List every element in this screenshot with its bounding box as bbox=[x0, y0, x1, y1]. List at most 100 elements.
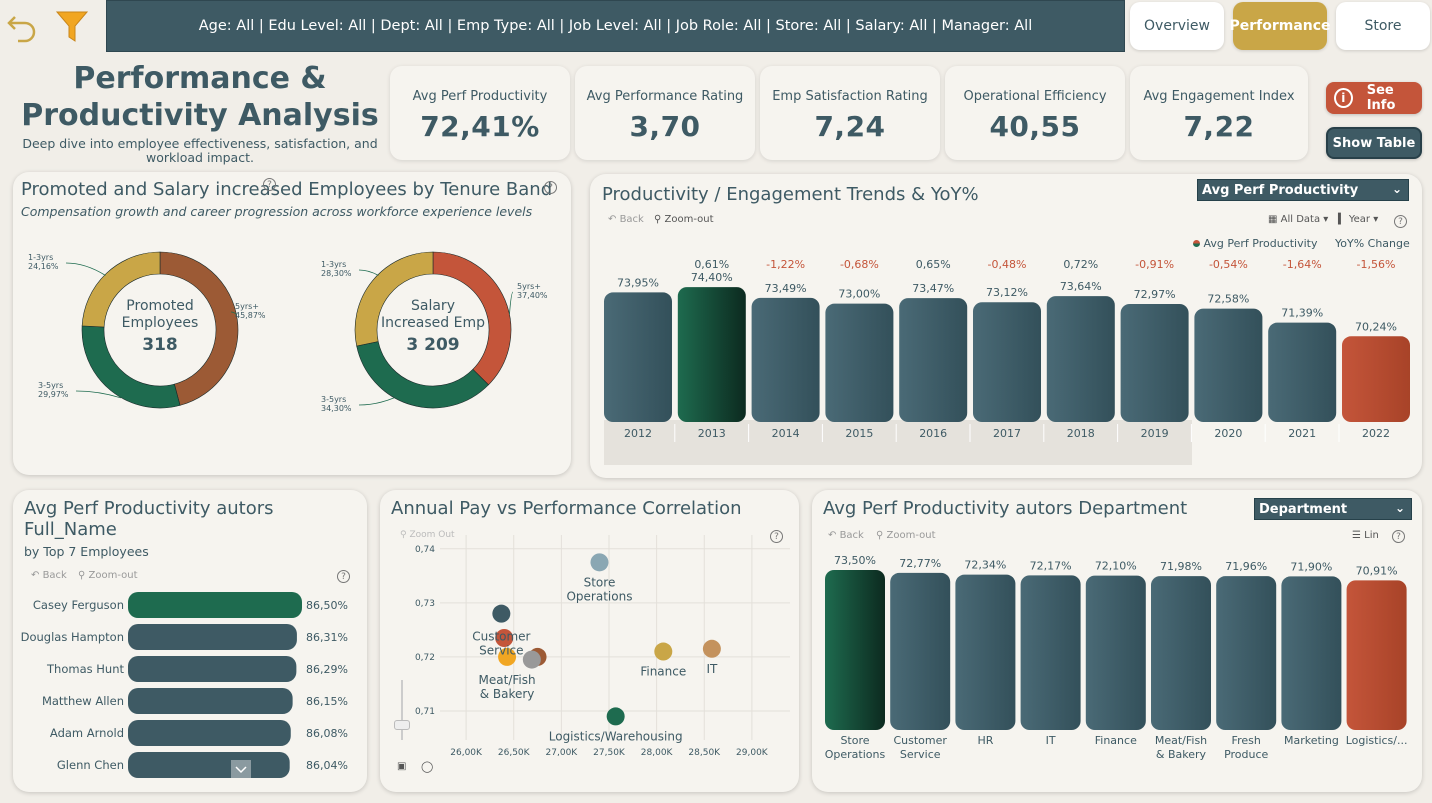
back-button[interactable]: ↶ Back bbox=[608, 214, 644, 225]
bar-value-label: 72,97% bbox=[1134, 288, 1176, 301]
x-tick-label: Marketing bbox=[1284, 734, 1339, 747]
see-info-button[interactable]: i See Info bbox=[1326, 82, 1422, 114]
zoom-out-label: Zoom-out bbox=[886, 530, 936, 541]
department-bar bbox=[1346, 580, 1407, 730]
back-label: Back bbox=[619, 214, 644, 225]
help-icon[interactable]: ? bbox=[263, 178, 276, 191]
trend-panel: Productivity / Engagement Trends & YoY% … bbox=[590, 174, 1422, 478]
leader-line bbox=[230, 311, 237, 315]
year-label: Year bbox=[1348, 214, 1371, 225]
back-button[interactable]: ↶ Back bbox=[31, 570, 67, 581]
dept-panel-title: Avg Perf Productivity autors Department bbox=[823, 498, 1188, 519]
x-tick-label: 29,00K bbox=[736, 748, 769, 758]
chevron-down-icon: ⌄ bbox=[1391, 182, 1402, 196]
x-tick-label: 2017 bbox=[993, 427, 1021, 440]
department-bar bbox=[1020, 575, 1081, 730]
donut-slice-label: 3-5yrs bbox=[38, 381, 63, 390]
x-tick-label: & Bakery bbox=[1156, 748, 1207, 761]
scatter-point bbox=[590, 553, 609, 572]
funnel-icon[interactable] bbox=[52, 5, 92, 47]
leader-line bbox=[65, 262, 106, 276]
page-title-line1: Performance & bbox=[73, 61, 327, 96]
leader-line bbox=[358, 269, 379, 276]
all-data-label: All Data bbox=[1280, 214, 1321, 225]
bar-value-label: 70,24% bbox=[1355, 320, 1397, 333]
x-tick-label: 2013 bbox=[698, 427, 726, 440]
nav-store-button[interactable]: Store bbox=[1336, 2, 1430, 50]
year-bar bbox=[1120, 303, 1189, 422]
tenure-panel-title: Promoted and Salary increased Employees … bbox=[21, 179, 553, 200]
point-label: Customer bbox=[472, 630, 530, 644]
employee-value: 86,15% bbox=[306, 695, 348, 708]
zoom-slider[interactable] bbox=[394, 680, 410, 740]
help-icon[interactable]: ? bbox=[544, 181, 557, 194]
x-tick-label: 28,50K bbox=[688, 748, 721, 758]
point-label: Operations bbox=[566, 589, 632, 603]
zoom-out-button[interactable]: ⚲ Zoom-out bbox=[78, 570, 138, 581]
help-icon[interactable]: ? bbox=[1392, 530, 1405, 543]
donut-slice-value: 28,30% bbox=[321, 269, 352, 278]
donut-slice bbox=[354, 251, 434, 347]
zoom-out-button[interactable]: ⚲ Zoom-out bbox=[876, 530, 936, 541]
scatter-point bbox=[654, 642, 673, 661]
chevron-down-icon bbox=[235, 766, 247, 774]
zoom-out-label: Zoom-out bbox=[88, 570, 138, 581]
kpi-label: Emp Satisfaction Rating bbox=[772, 89, 928, 104]
department-bar bbox=[1151, 576, 1211, 730]
show-table-button[interactable]: Show Table bbox=[1326, 127, 1422, 159]
donut-slice-label: 5yrs+ bbox=[235, 302, 259, 311]
top-emp-title-line1: Avg Perf Productivity autors bbox=[24, 498, 274, 519]
comment-icon[interactable]: ◯ bbox=[421, 760, 434, 773]
back-label: Back bbox=[42, 570, 67, 581]
nav-overview-button[interactable]: Overview bbox=[1130, 2, 1224, 50]
table-view-icon[interactable]: ▣ bbox=[397, 761, 407, 772]
scatter-point bbox=[702, 639, 721, 658]
x-tick-label: 2021 bbox=[1288, 427, 1316, 440]
help-icon[interactable]: ? bbox=[770, 530, 783, 543]
employee-name: Douglas Hampton bbox=[21, 630, 124, 644]
point-label: Store bbox=[584, 575, 616, 589]
back-button[interactable]: ↶ Back bbox=[828, 530, 864, 541]
employee-name: Casey Ferguson bbox=[33, 598, 124, 612]
top-employees-panel: Avg Perf Productivity autors Full_Name b… bbox=[13, 490, 367, 792]
year-filter[interactable]: ▍ Year ▾ bbox=[1338, 214, 1379, 225]
x-tick-label: 2012 bbox=[624, 427, 652, 440]
zoom-out-button[interactable]: ⚲ Zoom Out bbox=[400, 530, 455, 540]
x-tick-label: Logistics/... bbox=[1346, 734, 1408, 747]
employee-value: 86,08% bbox=[306, 727, 348, 740]
help-icon[interactable]: ? bbox=[1394, 215, 1407, 228]
x-tick-label: Finance bbox=[1095, 734, 1137, 747]
donut-slice-value: 34,30% bbox=[321, 404, 352, 413]
year-bar bbox=[973, 302, 1041, 422]
bar-value-label: 72,77% bbox=[899, 557, 941, 570]
yoy-label: -0,68% bbox=[840, 258, 879, 271]
department-dropdown[interactable]: Department ⌄ bbox=[1254, 498, 1412, 520]
chevron-down-icon: ⌄ bbox=[1394, 501, 1405, 515]
bar-value-label: 72,58% bbox=[1207, 293, 1249, 306]
employee-value: 86,29% bbox=[306, 663, 348, 676]
all-data-filter[interactable]: ▦ All Data ▾ bbox=[1268, 214, 1329, 225]
point-label: Finance bbox=[640, 665, 686, 679]
x-tick-label: Meat/Fish bbox=[1155, 734, 1207, 747]
nav-performance-button[interactable]: Performance bbox=[1229, 2, 1331, 50]
axis-highlight-band bbox=[604, 420, 1192, 465]
bar-value-label: 73,95% bbox=[617, 276, 659, 289]
undo-arrow-icon[interactable] bbox=[2, 5, 42, 47]
donut-slice-label: 1-3yrs bbox=[28, 253, 53, 262]
filter-summary[interactable]: Age: All | Edu Level: All | Dept: All | … bbox=[106, 0, 1125, 52]
point-label: Service bbox=[479, 644, 523, 658]
zoom-out-button[interactable]: ⚲ Zoom-out bbox=[654, 214, 714, 225]
year-bar bbox=[751, 297, 820, 422]
scale-toggle[interactable]: ☰ Lin bbox=[1352, 530, 1379, 541]
yoy-label: -1,64% bbox=[1283, 258, 1322, 271]
department-bar bbox=[890, 572, 951, 730]
x-tick-label: 28,00K bbox=[641, 748, 674, 758]
department-bar bbox=[1281, 576, 1342, 730]
help-icon[interactable]: ? bbox=[337, 570, 350, 583]
employee-value: 86,31% bbox=[306, 631, 348, 644]
employee-bar bbox=[128, 720, 291, 746]
measure-dropdown[interactable]: Avg Perf Productivity ⌄ bbox=[1197, 179, 1409, 201]
year-bar bbox=[1046, 296, 1115, 422]
year-bar bbox=[825, 303, 894, 422]
kpi-value: 3,70 bbox=[629, 110, 701, 143]
